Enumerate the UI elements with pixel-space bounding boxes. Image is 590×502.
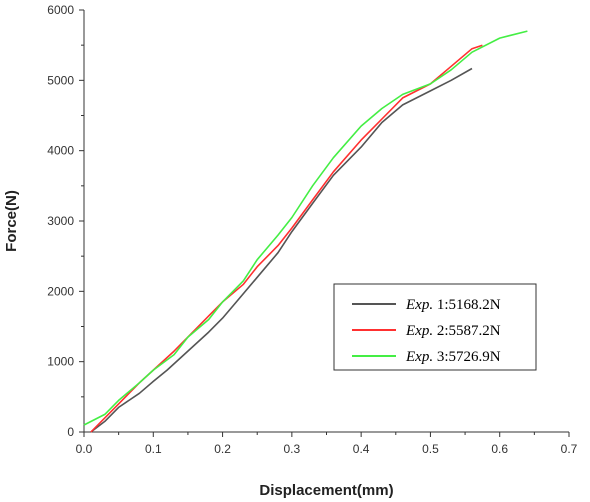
series-1-line — [90, 67, 473, 433]
x-tick-label: 0.3 — [284, 442, 301, 456]
x-tick-label: 0.4 — [353, 442, 370, 456]
x-axis-title: Displacement(mm) — [259, 482, 393, 499]
series-3-line — [83, 30, 528, 426]
y-tick-label: 3000 — [47, 214, 74, 228]
legend-label-prefix: Exp. — [405, 349, 433, 365]
legend-label-value: 1:5168.2N — [433, 297, 501, 313]
series-lines — [83, 30, 528, 433]
x-tick-label: 0.6 — [491, 442, 508, 456]
legend-label-prefix: Exp. — [405, 297, 433, 313]
x-tick-label: 0.0 — [76, 442, 93, 456]
legend-label-3: Exp. 3:5726.9N — [405, 349, 501, 365]
y-axis-title: Force(N) — [3, 190, 20, 252]
y-tick-label: 0 — [67, 425, 74, 439]
legend-label-value: 2:5587.2N — [433, 323, 501, 339]
x-tick-label: 0.7 — [561, 442, 578, 456]
x-tick-label: 0.1 — [145, 442, 162, 456]
x-tick-label: 0.2 — [214, 442, 231, 456]
legend-label-1: Exp. 1:5168.2N — [405, 297, 501, 313]
y-tick-label: 4000 — [47, 144, 74, 158]
y-tick-label: 6000 — [47, 3, 74, 17]
legend-label-prefix: Exp. — [405, 323, 433, 339]
y-tick-label: 2000 — [47, 284, 74, 298]
y-axis-ticks: 0 1000 2000 3000 4000 5000 6000 — [47, 3, 84, 439]
x-tick-label: 0.5 — [422, 442, 439, 456]
legend-label-2: Exp. 2:5587.2N — [405, 323, 501, 339]
legend-label-value: 3:5726.9N — [433, 349, 501, 365]
y-tick-label: 5000 — [47, 73, 74, 87]
y-tick-label: 1000 — [47, 355, 74, 369]
axes: 0.0 0.1 0.2 0.3 0.4 0.5 0.6 0.7 0 1000 2000 3000 40… — [47, 3, 577, 456]
x-axis-ticks: 0.0 0.1 0.2 0.3 0.4 0.5 0.6 0.7 — [76, 432, 578, 456]
